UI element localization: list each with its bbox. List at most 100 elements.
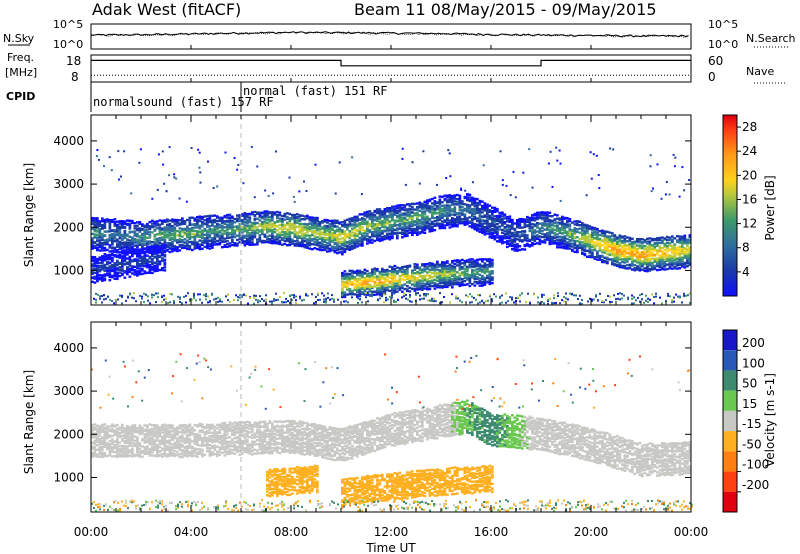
heatmap-cell — [211, 240, 214, 243]
clutter-cell — [651, 293, 653, 296]
heatmap-cell — [473, 274, 477, 277]
heatmap-cell — [636, 267, 639, 270]
heatmap-cell — [568, 244, 572, 248]
clutter-cell — [393, 299, 395, 302]
heatmap-cell — [113, 270, 117, 274]
heatmap-cell — [538, 229, 542, 232]
heatmap-cell — [156, 250, 159, 253]
heatmap-cell — [418, 279, 422, 282]
heatmap-cell — [606, 249, 609, 253]
heatmap-cell — [138, 267, 142, 270]
heatmap-cell — [146, 232, 149, 235]
heatmap-cell — [653, 267, 657, 271]
heatmap-cell — [661, 250, 664, 253]
heatmap-cell — [413, 263, 417, 266]
heatmap-cell — [338, 248, 342, 251]
heatmap-cell — [508, 215, 512, 218]
heatmap-cell — [376, 278, 379, 281]
heatmap-cell — [113, 263, 117, 266]
heatmap-cell — [471, 225, 474, 228]
heatmap-cell — [341, 292, 344, 295]
heatmap-cell — [103, 257, 107, 261]
heatmap-cell — [436, 222, 439, 225]
heatmap-cell — [346, 293, 349, 296]
heatmap-cell — [531, 226, 534, 229]
heatmap-cell — [286, 221, 289, 224]
heatmap-cell — [348, 241, 352, 245]
heatmap-cell — [213, 236, 217, 239]
heatmap-cell — [328, 247, 332, 250]
heatmap-cell — [361, 232, 364, 235]
heatmap-cell — [536, 222, 539, 225]
speckle-cell — [528, 148, 531, 151]
heatmap-cell — [196, 218, 199, 221]
heatmap-cell — [408, 224, 412, 227]
heatmap-cell — [293, 230, 297, 233]
heatmap-cell — [443, 214, 447, 218]
heatmap-cell — [298, 236, 302, 239]
clutter-cell — [239, 296, 241, 299]
heatmap-cell — [336, 230, 339, 233]
clutter-cell — [271, 300, 273, 303]
heatmap-cell — [351, 271, 354, 274]
heatmap-cell — [446, 211, 449, 214]
heatmap-cell — [133, 250, 137, 253]
heatmap-cell — [116, 277, 119, 281]
heatmap-cell — [378, 270, 382, 274]
heatmap-cell — [126, 219, 129, 222]
heatmap-cell — [353, 228, 357, 232]
heatmap-cell — [486, 225, 489, 228]
heatmap-cell — [113, 237, 117, 240]
heatmap-cell — [151, 261, 154, 264]
heatmap-cell — [656, 257, 659, 260]
heatmap-cell — [511, 235, 514, 238]
heatmap-cell — [683, 261, 687, 265]
heatmap-cell — [111, 256, 114, 260]
heatmap-cell — [568, 223, 572, 226]
heatmap-cell — [618, 245, 622, 248]
heatmap-cell — [676, 263, 679, 266]
heatmap-cell — [353, 239, 357, 243]
heatmap-cell — [581, 229, 584, 232]
heatmap-cell — [318, 230, 322, 233]
heatmap-cell — [486, 229, 489, 232]
heatmap-cell — [428, 287, 432, 291]
heatmap-cell — [121, 226, 124, 229]
heatmap-cell — [318, 244, 322, 248]
heatmap-cell — [406, 277, 409, 281]
heatmap-cell — [468, 263, 472, 266]
heatmap-cell — [491, 223, 494, 226]
heatmap-cell — [628, 266, 632, 269]
heatmap-cell — [453, 217, 457, 221]
heatmap-cell — [216, 235, 219, 238]
clutter-cell — [193, 297, 195, 300]
heatmap-cell — [258, 236, 262, 239]
heatmap-cell — [248, 235, 252, 239]
heatmap-cell — [353, 287, 357, 290]
heatmap-cell — [206, 242, 209, 245]
heatmap-cell — [378, 223, 382, 226]
heatmap-cell — [348, 288, 352, 291]
heatmap-cell — [203, 245, 207, 248]
speckle-cell — [360, 193, 363, 196]
clutter-cell — [607, 295, 609, 297]
heatmap-cell — [371, 268, 374, 271]
heatmap-cell — [483, 276, 487, 280]
heatmap-cell — [461, 258, 464, 262]
heatmap-cell — [618, 236, 622, 239]
heatmap-cell — [246, 241, 249, 244]
heatmap-cell — [451, 199, 454, 202]
heatmap-cell — [101, 274, 104, 277]
heatmap-cell — [351, 241, 354, 245]
heatmap-cell — [686, 264, 689, 267]
heatmap-cell — [673, 267, 677, 270]
heatmap-cell — [658, 256, 662, 259]
heatmap-cell — [268, 237, 272, 241]
heatmap-cell — [463, 215, 467, 218]
heatmap-cell — [673, 249, 677, 252]
heatmap-cell — [538, 222, 542, 225]
heatmap-cell — [348, 277, 352, 280]
heatmap-cell — [486, 203, 489, 206]
heatmap-cell — [248, 216, 252, 219]
heatmap-cell — [251, 228, 254, 232]
